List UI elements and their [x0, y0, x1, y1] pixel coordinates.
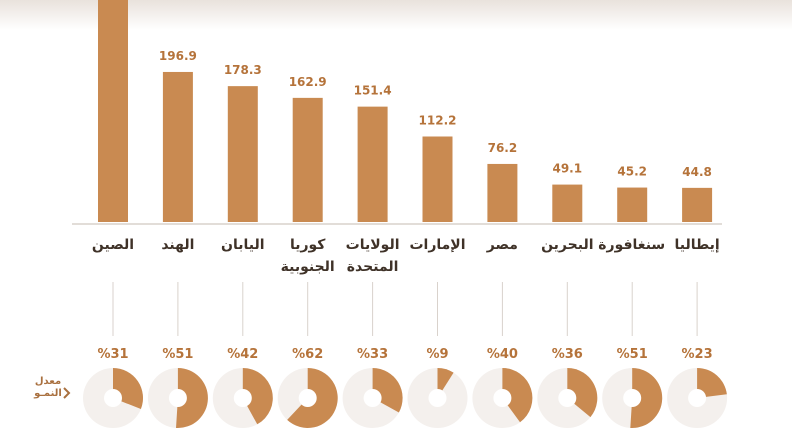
- bar: [357, 106, 388, 222]
- bar: [487, 163, 518, 222]
- pie-hole: [104, 389, 122, 407]
- growth-label: معدل النمـو: [34, 376, 62, 399]
- pie-slice: [502, 368, 533, 423]
- growth-label: %51: [162, 347, 193, 362]
- value-label: 49.1: [552, 162, 582, 176]
- bar: [682, 187, 713, 222]
- value-label: 151.4: [354, 84, 392, 98]
- value-label: 44.8: [682, 165, 712, 179]
- bar: [98, 0, 128, 223]
- growth-label: %23: [682, 347, 713, 362]
- value-label: 162.9: [289, 75, 327, 89]
- pie-slice: [630, 368, 663, 428]
- value-label: 76.2: [488, 141, 518, 155]
- value-label: 196.9: [159, 49, 197, 63]
- category-label: الإمارات: [409, 237, 466, 253]
- pie-hole: [688, 389, 707, 407]
- pie-slice: [567, 368, 598, 418]
- growth-label: %31: [97, 347, 128, 362]
- category-label: الولايات المتحدة: [345, 237, 400, 275]
- bar: [617, 187, 648, 222]
- growth-label: %40: [487, 347, 518, 362]
- pie-slice: [242, 368, 273, 425]
- category-label: إيطاليا: [674, 237, 720, 253]
- pie-hole: [623, 389, 642, 407]
- growth-label: %51: [617, 347, 648, 362]
- category-label: مصر: [486, 237, 518, 253]
- pie-hole: [233, 389, 252, 407]
- growth-label: %9: [426, 347, 448, 362]
- bar: [552, 184, 583, 222]
- bar: [422, 136, 453, 222]
- value-label: 112.2: [419, 114, 457, 128]
- value-label: 45.2: [617, 165, 647, 179]
- pie-slice: [176, 368, 208, 428]
- pie-hole: [168, 389, 187, 407]
- category-label: الهند: [161, 237, 195, 253]
- category-label: الصين: [91, 237, 135, 253]
- pie-hole: [558, 389, 577, 407]
- bar: [227, 86, 258, 222]
- category-label: سنغافورة: [598, 237, 666, 253]
- pie-hole: [493, 389, 512, 407]
- category-label: البحرين: [541, 237, 594, 253]
- growth-label: %33: [357, 347, 388, 362]
- bar: [292, 97, 323, 222]
- category-label: اليابان: [221, 237, 265, 253]
- pie-slice: [697, 368, 727, 398]
- growth-label: %42: [227, 347, 258, 362]
- pie-hole: [363, 389, 382, 407]
- header-image: [0, 0, 792, 30]
- arrow: [63, 387, 71, 399]
- growth-label: %62: [292, 347, 323, 362]
- pie-hole: [298, 389, 317, 407]
- pie-hole: [428, 389, 447, 407]
- category-label: كوريا الجنوبية: [280, 237, 335, 275]
- growth-label: %36: [552, 347, 583, 362]
- value-label: 178.3: [224, 63, 262, 77]
- bar: [162, 71, 193, 223]
